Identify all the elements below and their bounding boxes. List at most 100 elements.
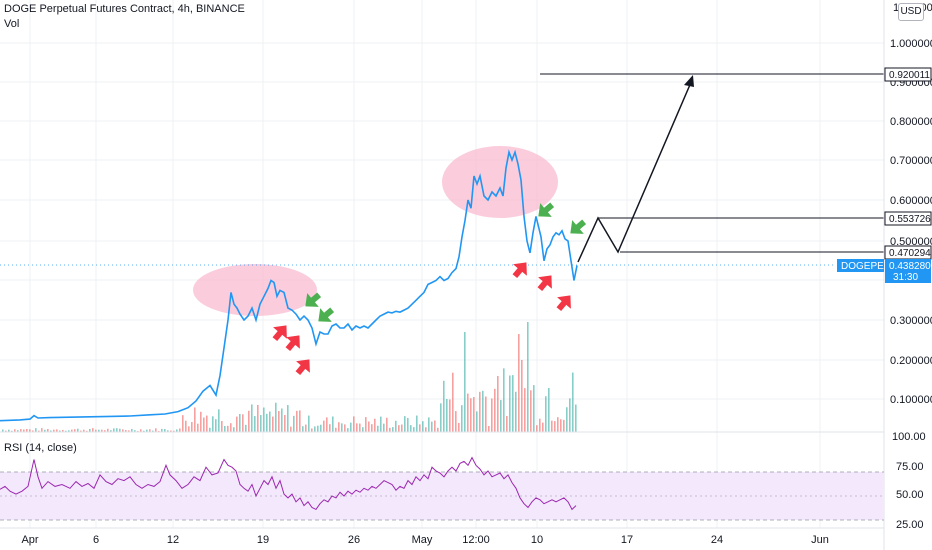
volume-bar	[368, 421, 370, 432]
volume-bar	[266, 413, 268, 432]
volume-bar	[314, 426, 316, 432]
volume-bar	[245, 424, 247, 432]
volume-bar	[377, 425, 379, 432]
volume-bar	[35, 428, 37, 432]
volume-bar	[242, 414, 244, 432]
volume-bar	[176, 429, 178, 432]
volume-bar	[104, 430, 106, 432]
volume-bar	[503, 368, 505, 432]
volume-bar	[386, 417, 388, 432]
volume-bar	[509, 375, 511, 432]
volume-bar	[5, 430, 7, 432]
volume-bar	[443, 380, 445, 432]
volume-bar	[410, 425, 412, 432]
volume-bar	[461, 405, 463, 432]
currency-selector[interactable]: USD	[898, 3, 924, 21]
x-tick-label: Apr	[21, 534, 38, 546]
x-tick-label: 24	[711, 534, 723, 546]
volume-bar	[566, 407, 568, 432]
x-tick-label: 6	[93, 534, 99, 546]
x-tick-label: 19	[257, 534, 269, 546]
volume-bar	[428, 417, 430, 432]
volume-bar	[230, 423, 232, 432]
volume-bar	[257, 404, 259, 432]
volume-bar	[209, 427, 211, 432]
volume-bar	[536, 425, 538, 432]
projection-arrowhead	[684, 75, 694, 87]
rsi-line	[0, 456, 577, 511]
volume-bar	[182, 415, 184, 432]
volume-bar	[533, 385, 535, 432]
volume-bar	[143, 430, 145, 432]
volume-bar	[41, 428, 43, 432]
volume-bar	[140, 429, 142, 432]
volume-bar	[398, 425, 400, 432]
volume-bar	[506, 415, 508, 432]
volume-bar	[437, 427, 439, 432]
volume-bar	[86, 430, 88, 432]
volume-bar	[71, 429, 73, 432]
volume-bar	[359, 423, 361, 432]
volume-bar	[122, 429, 124, 432]
volume-bar	[332, 416, 334, 432]
volume-bar	[293, 415, 295, 432]
rsi-tick-25: 25.00	[896, 519, 924, 531]
green-arrow-icon	[305, 292, 322, 307]
volume-bar	[206, 415, 208, 432]
volume-bar	[560, 419, 562, 432]
resistance-price-text: 0.553726	[889, 214, 931, 225]
red-arrow-icon	[537, 275, 552, 292]
volume-bar	[311, 428, 313, 432]
volume-bar	[89, 428, 91, 432]
volume-bars	[2, 322, 577, 432]
volume-bar	[431, 421, 433, 432]
volume-bar	[179, 428, 181, 432]
volume-bar	[110, 430, 112, 432]
volume-bar	[284, 414, 286, 432]
volume-bar	[107, 428, 109, 432]
volume-bar	[170, 430, 172, 432]
volume-bar	[17, 430, 19, 432]
green-arrow-icon	[570, 219, 587, 234]
volume-bar	[80, 430, 82, 432]
volume-bar	[290, 426, 292, 432]
y-tick-label: 0.200000	[890, 355, 932, 367]
volume-bar	[98, 429, 100, 432]
volume-bar	[116, 428, 118, 432]
volume-bar	[422, 421, 424, 432]
volume-bar	[191, 422, 193, 432]
volume-bar	[227, 425, 229, 432]
red-arrow-icon	[556, 295, 571, 312]
x-tick-label: Jun	[811, 534, 829, 546]
volume-bar	[47, 428, 49, 432]
volume-bar	[101, 429, 103, 432]
target-price-badge	[884, 67, 932, 82]
volume-bar	[545, 396, 547, 432]
volume-bar	[518, 334, 520, 432]
volume-bar	[185, 420, 187, 432]
volume-bar	[212, 416, 214, 432]
volume-bar	[308, 415, 310, 432]
volume-bar	[407, 417, 409, 432]
volume-bar	[77, 428, 79, 432]
projection-path	[577, 79, 693, 263]
volume-bar	[521, 360, 523, 432]
volume-bar	[233, 427, 235, 432]
volume-bar	[50, 430, 52, 432]
volume-bar	[404, 416, 406, 432]
volume-bar	[350, 422, 352, 432]
volume-bar	[239, 413, 241, 432]
volume-bar	[278, 411, 280, 432]
volume-bar	[32, 430, 34, 432]
volume-bar	[281, 408, 283, 432]
volume-bar	[2, 429, 4, 432]
volume-bar	[62, 429, 64, 432]
green-arrow-icon	[538, 202, 555, 217]
volume-bar	[419, 424, 421, 432]
volume-bar	[365, 417, 367, 432]
volume-bar	[482, 390, 484, 432]
volume-bar	[275, 402, 277, 432]
red-arrow-icon	[272, 325, 287, 342]
red-arrow-icon	[285, 335, 300, 352]
